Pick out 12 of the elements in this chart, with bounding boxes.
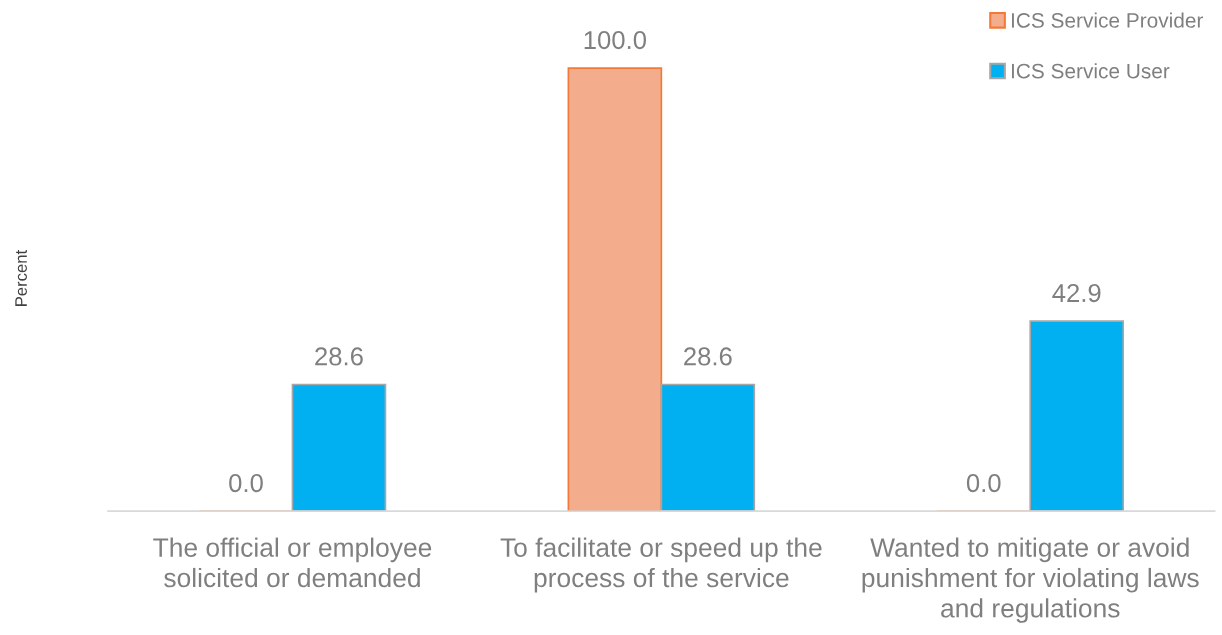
data-label: 0.0	[229, 474, 263, 493]
data-label: 42.9	[1052, 283, 1101, 303]
x-tick-label: To facilitate or speed up the process of the service	[500, 537, 822, 593]
legend-label: ICS Service User	[1011, 63, 1170, 79]
data-label: 0.0	[966, 474, 1001, 493]
x-tick-label: The official or employee solicited or demanded	[153, 537, 432, 588]
legend-label: ICS Service Provider	[1011, 12, 1204, 28]
data-label: 28.6	[315, 347, 363, 366]
x-tick-label: Wanted to mitigate or avoid punishment for violating laws and regulations	[862, 537, 1199, 623]
data-label: 28.6	[684, 347, 732, 366]
data-label: 100.0	[584, 30, 647, 50]
y-axis-title: Percent	[15, 249, 27, 306]
